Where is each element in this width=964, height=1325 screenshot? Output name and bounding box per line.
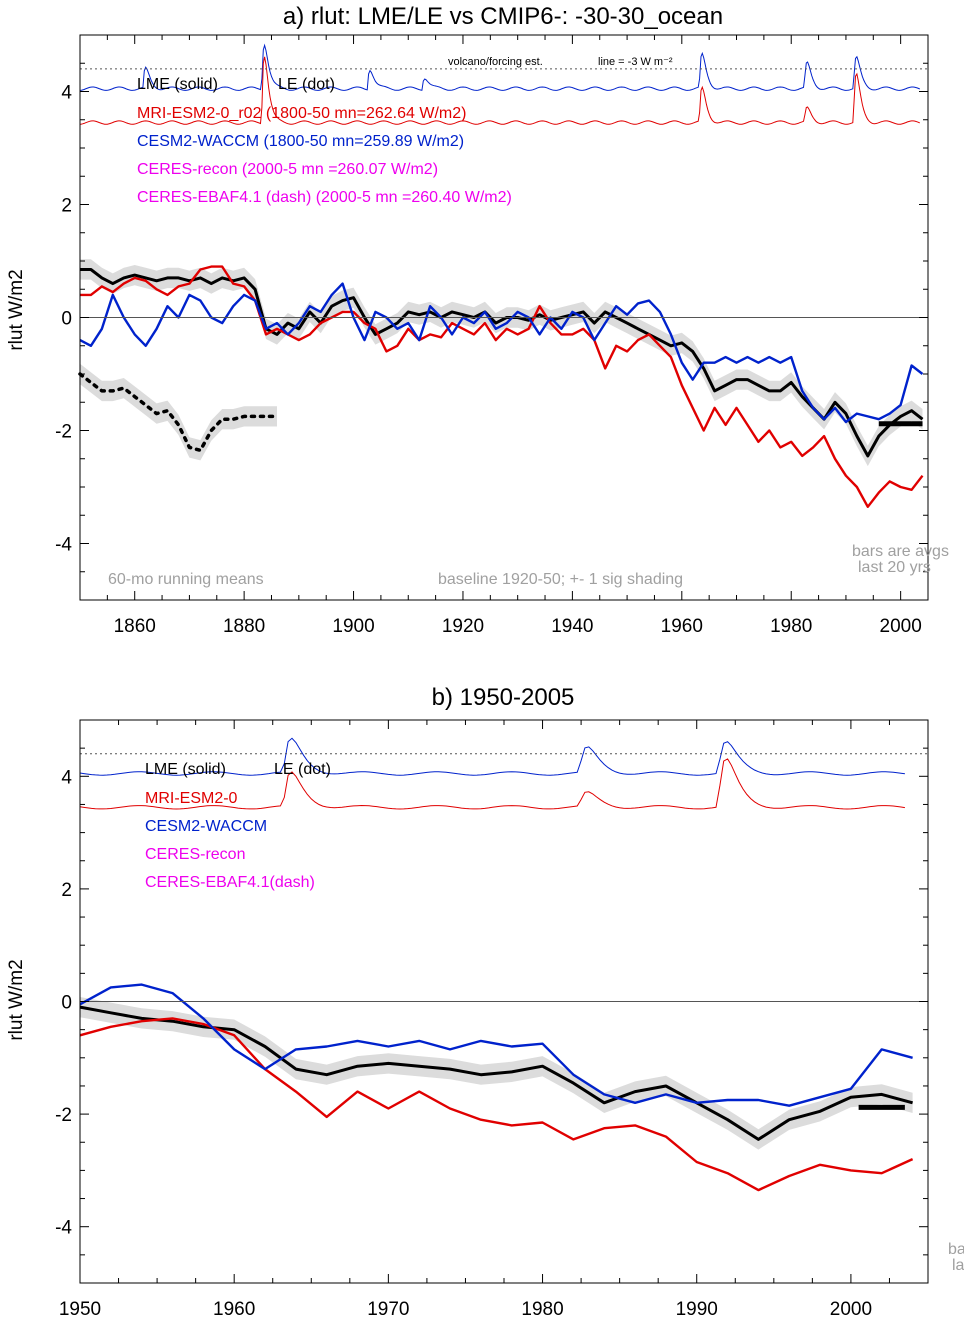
- panel-a-xtick-label: 1960: [661, 616, 703, 637]
- panel-a-ytick-label: 0: [61, 309, 72, 330]
- panel-a-ytick-label: -2: [55, 422, 72, 443]
- panel-a-legend-mri: MRI-ESM2-0_r02 (1800-50 mn=262.64 W/m2): [137, 105, 466, 122]
- panel-a-line-label: line = -3 W m⁻²: [598, 56, 673, 68]
- panel-a-xtick-label: 1900: [332, 616, 374, 637]
- panel-a-bars-note: bars are avgs: [852, 543, 949, 560]
- panel-a: a) rlut: LME/LE vs CMIP6-: -30-30_ocean …: [6, 3, 949, 637]
- panel-b-ytick-label: 0: [61, 993, 72, 1014]
- panel-a-series-lme: [80, 268, 924, 458]
- panel-a-ytick-label: 4: [61, 83, 72, 104]
- panel-a-legend-cesm2: CESM2-WACCM (1800-50 mn=259.89 W/m2): [137, 133, 464, 150]
- panel-a-forcing-blue: [79, 43, 920, 91]
- panel-b-legend-lme: LME (solid): [145, 761, 226, 778]
- panel-b-legend-ceres-ebaf: CERES-EBAF4.1(dash): [145, 874, 315, 891]
- panel-a-series-cesm2-waccm: [79, 282, 924, 424]
- panel-b-title: b) 1950-2005: [432, 684, 575, 711]
- panel-b-legend-ceres-recon: CERES-recon: [145, 846, 245, 863]
- panel-a-legend-le: LE (dot): [278, 76, 335, 93]
- panel-b-series-lme: [79, 1005, 913, 1141]
- panel-a-running-means-note: 60-mo running means: [108, 571, 264, 588]
- panel-a-forcing-red: [79, 56, 920, 125]
- panel-b-ytick-label: 4: [61, 767, 72, 788]
- panel-b-legend-le: LE (dot): [274, 761, 331, 778]
- panel-b-bars-note-2: la: [952, 1257, 964, 1274]
- panel-a-xtick-label: 1940: [551, 616, 593, 637]
- panel-b-xtick-label: 2000: [830, 1299, 872, 1320]
- panel-b-xtick-label: 1950: [59, 1299, 101, 1320]
- panel-b-xtick-label: 1960: [213, 1299, 255, 1320]
- panel-b-series-cesm2-waccm: [79, 983, 913, 1107]
- panel-b-forcing-red: [79, 758, 905, 810]
- panel-b-ytick-label: -4: [55, 1218, 72, 1239]
- panel-b-legend-cesm2: CESM2-WACCM: [145, 818, 267, 835]
- panel-b-xtick-label: 1990: [676, 1299, 718, 1320]
- panel-b-series: [79, 737, 914, 1192]
- panel-a-legend-lme: LME (solid): [137, 76, 218, 93]
- panel-b-bars-note: ba: [948, 1241, 964, 1258]
- panel-a-ytick-label: 2: [61, 196, 72, 217]
- panel-a-legend-ceres-ebaf: CERES-EBAF4.1 (dash) (2000-5 mn =260.40 …: [137, 189, 512, 206]
- panel-a-series-mri-esm2-0: [80, 265, 924, 508]
- panel-a-axes: -4 -2 0 2 4 1860 1880 1900 1920 1940 1960 1980 2000: [55, 34, 929, 637]
- panel-a-xtick-label: 2000: [880, 616, 922, 637]
- panel-b-series-mri-esm2-0: [79, 1017, 914, 1192]
- panel-a-xtick-label: 1980: [770, 616, 812, 637]
- panel-a-y-axis-label: rlut W/m2: [6, 269, 27, 350]
- panel-a-volcano-label: volcano/forcing est.: [448, 56, 543, 68]
- panel-a-series-le: [78, 372, 279, 453]
- panel-b-legend-mri: MRI-ESM2-0: [145, 790, 238, 807]
- panel-b-xtick-label: 1980: [521, 1299, 563, 1320]
- panel-b-ytick-label: -2: [55, 1105, 72, 1126]
- panel-b-axes: -4 -2 0 2 4 1950 1960 1970 1980 1990 2000: [55, 719, 929, 1320]
- panel-b-xtick-label: 1970: [367, 1299, 409, 1320]
- panel-a-legend-ceres-recon: CERES-recon (2000-5 mn =260.07 W/m2): [137, 161, 438, 178]
- panel-a-series: [78, 43, 924, 508]
- panel-a-xtick-label: 1880: [223, 616, 265, 637]
- panel-a-bars-note-2: last 20 yrs: [858, 559, 931, 576]
- panel-b-y-axis-label: rlut W/m2: [6, 959, 27, 1040]
- panel-b-forcing-blue: [79, 737, 905, 776]
- panel-a-title: a) rlut: LME/LE vs CMIP6-: -30-30_ocean: [283, 3, 723, 30]
- panel-b-ytick-label: 2: [61, 880, 72, 901]
- panel-a-le-shading: [80, 363, 277, 461]
- panel-a-ytick-label: -4: [55, 535, 72, 556]
- panel-a-xtick-label: 1920: [442, 616, 484, 637]
- panel-a-baseline-note: baseline 1920-50; +- 1 sig shading: [438, 571, 683, 588]
- panel-b: b) 1950-2005 rlut W/m2 -4 -2 0 2 4 1950 1960 19…: [6, 684, 964, 1320]
- panel-a-shading: [80, 259, 923, 467]
- panel-a-xtick-label: 1860: [114, 616, 156, 637]
